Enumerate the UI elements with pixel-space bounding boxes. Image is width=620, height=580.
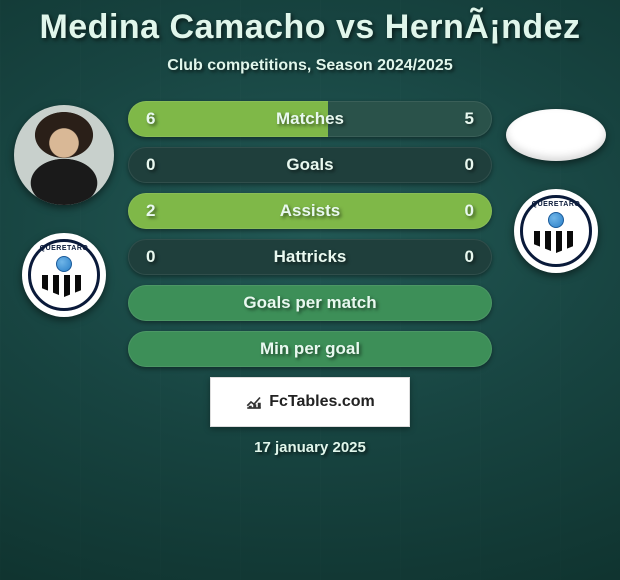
attribution-text: FcTables.com <box>269 393 375 411</box>
stat-value-right: 5 <box>444 109 474 129</box>
stat-bar: 0Goals0 <box>128 147 492 183</box>
attribution-badge: FcTables.com <box>210 377 410 427</box>
stat-bar: Goals per match <box>128 285 492 321</box>
stat-label: Goals <box>176 155 444 175</box>
stat-value-left: 0 <box>146 247 176 267</box>
player-left-club-badge <box>22 233 106 317</box>
subtitle: Club competitions, Season 2024/2025 <box>167 57 452 75</box>
stat-bar: 2Assists0 <box>128 193 492 229</box>
stat-label: Hattricks <box>176 247 444 267</box>
club-badge-shield <box>42 253 86 297</box>
left-player-column <box>8 101 120 317</box>
stat-label: Min per goal <box>176 339 444 359</box>
badge-ball-icon <box>548 212 564 228</box>
badge-ball-icon <box>56 256 72 272</box>
stat-label: Assists <box>176 201 444 221</box>
stat-value-right: 0 <box>444 201 474 221</box>
infographic-content: Medina Camacho vs HernÃ¡ndez Club compet… <box>0 0 620 580</box>
club-badge-ring <box>520 195 592 267</box>
badge-stripes <box>42 275 86 297</box>
stat-value-left: 2 <box>146 201 176 221</box>
player-right-avatar-placeholder <box>506 109 606 161</box>
comparison-title: Medina Camacho vs HernÃ¡ndez <box>39 8 580 47</box>
stat-value-left: 0 <box>146 155 176 175</box>
stat-bar: Min per goal <box>128 331 492 367</box>
stat-value-left: 6 <box>146 109 176 129</box>
stat-label: Goals per match <box>176 293 444 313</box>
stats-column: 6Matches50Goals02Assists00Hattricks0Goal… <box>120 101 500 367</box>
club-badge-ring <box>28 239 100 311</box>
player-left-photo <box>14 105 114 205</box>
chart-icon <box>245 393 263 411</box>
main-row: 6Matches50Goals02Assists00Hattricks0Goal… <box>0 101 620 367</box>
stat-bar: 6Matches5 <box>128 101 492 137</box>
stat-label: Matches <box>176 109 444 129</box>
stat-bar: 0Hattricks0 <box>128 239 492 275</box>
badge-stripes <box>534 231 578 253</box>
right-player-column <box>500 101 612 273</box>
player-right-club-badge <box>514 189 598 273</box>
player-left-avatar <box>14 105 114 205</box>
stat-value-right: 0 <box>444 155 474 175</box>
date-text: 17 january 2025 <box>254 439 366 456</box>
stat-value-right: 0 <box>444 247 474 267</box>
club-badge-shield <box>534 209 578 253</box>
